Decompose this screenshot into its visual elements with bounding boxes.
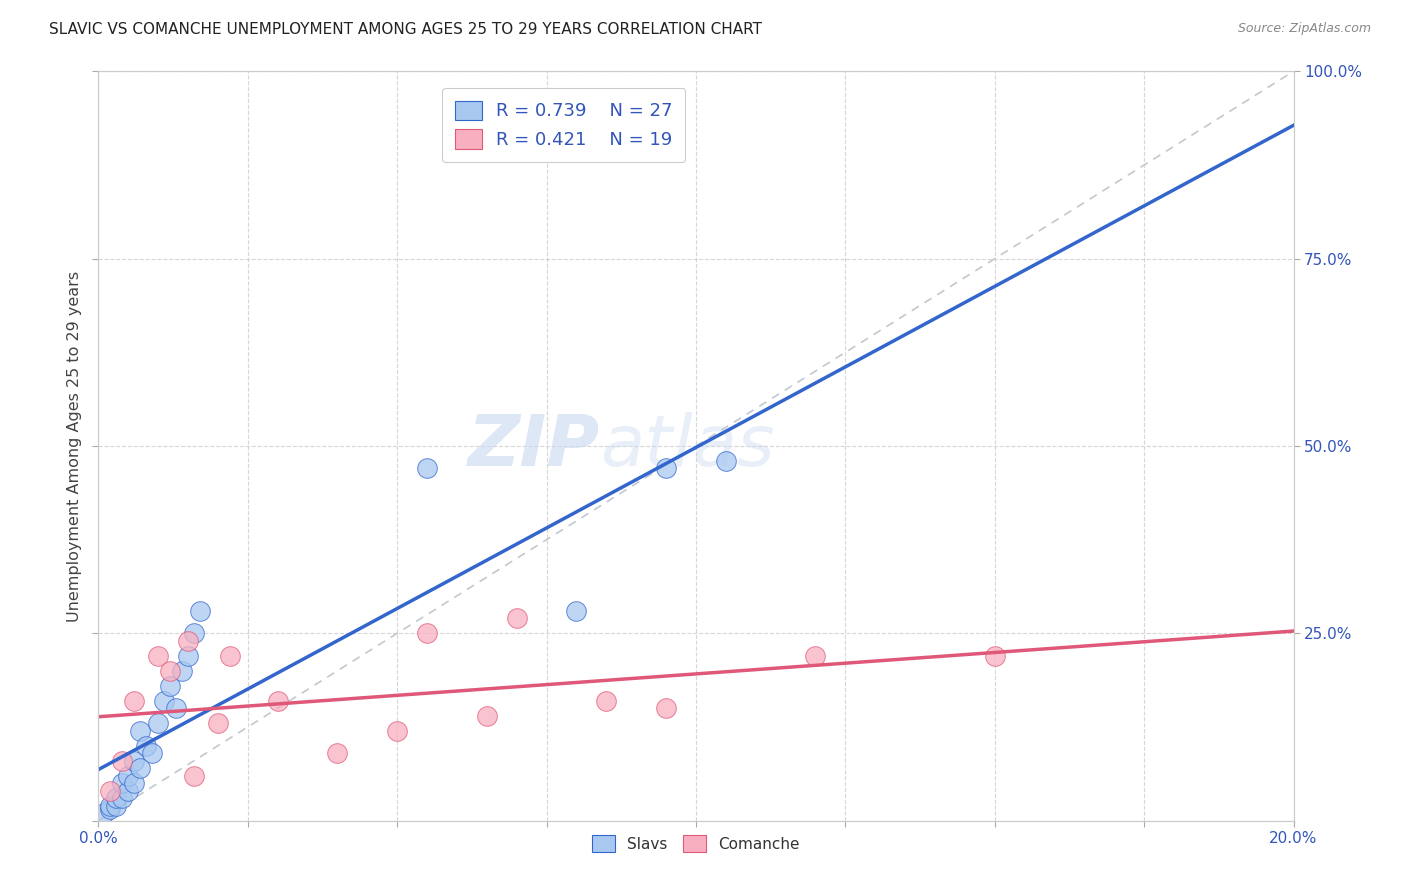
Point: [207, 716, 229, 731]
Point: [141, 746, 163, 760]
Point: [124, 694, 146, 708]
Point: [565, 604, 588, 618]
Point: [172, 664, 194, 678]
Point: [93, 806, 115, 821]
Text: atlas: atlas: [600, 411, 775, 481]
Point: [416, 626, 439, 640]
Point: [153, 694, 176, 708]
Point: [98, 802, 122, 816]
Point: [804, 648, 827, 663]
Point: [177, 648, 200, 663]
Point: [326, 746, 349, 760]
Point: [655, 461, 678, 475]
Point: [111, 754, 134, 768]
Point: [595, 694, 617, 708]
Point: [98, 798, 122, 813]
Point: [117, 769, 139, 783]
Point: [219, 648, 242, 663]
Point: [148, 716, 170, 731]
Point: [129, 723, 152, 738]
Point: [655, 701, 678, 715]
Point: [506, 611, 529, 625]
Point: [159, 679, 181, 693]
Point: [267, 694, 290, 708]
Point: [165, 701, 187, 715]
Point: [183, 769, 205, 783]
Point: [475, 708, 498, 723]
Point: [105, 791, 128, 805]
Point: [714, 454, 737, 468]
Text: SLAVIC VS COMANCHE UNEMPLOYMENT AMONG AGES 25 TO 29 YEARS CORRELATION CHART: SLAVIC VS COMANCHE UNEMPLOYMENT AMONG AG…: [49, 22, 762, 37]
Y-axis label: Unemployment Among Ages 25 to 29 years: Unemployment Among Ages 25 to 29 years: [66, 270, 82, 622]
Point: [111, 776, 134, 790]
Point: [111, 791, 134, 805]
Point: [159, 664, 181, 678]
Point: [117, 783, 139, 797]
Text: Source: ZipAtlas.com: Source: ZipAtlas.com: [1237, 22, 1371, 36]
Point: [984, 648, 1007, 663]
Point: [177, 633, 200, 648]
Point: [135, 739, 157, 753]
Point: [183, 626, 205, 640]
Point: [148, 648, 170, 663]
Text: ZIP: ZIP: [468, 411, 600, 481]
Point: [98, 783, 122, 797]
Point: [188, 604, 211, 618]
Point: [124, 754, 146, 768]
Point: [129, 761, 152, 775]
Point: [385, 723, 409, 738]
Point: [105, 798, 128, 813]
Point: [124, 776, 146, 790]
Legend: Slavs, Comanche: Slavs, Comanche: [586, 829, 806, 858]
Point: [416, 461, 439, 475]
